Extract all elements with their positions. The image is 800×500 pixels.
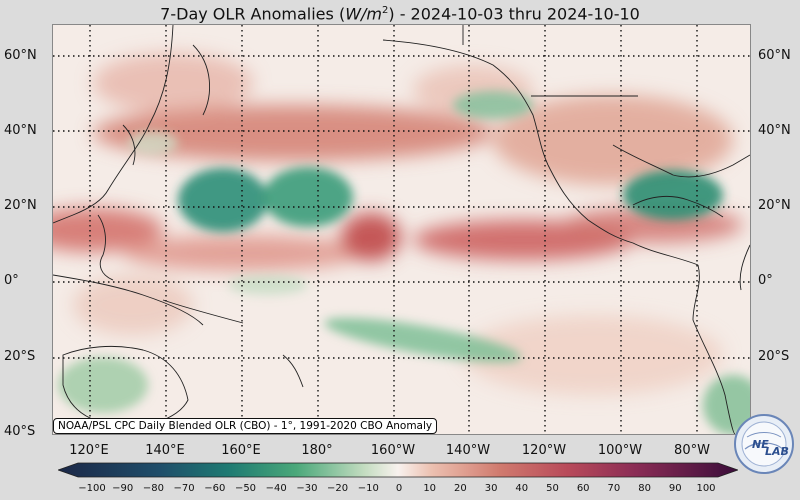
lat-label-20n-left: 20°N — [4, 198, 37, 213]
colorbar-tick-label: 100 — [696, 483, 716, 494]
colorbar-tick-label: 0 — [395, 483, 403, 494]
anomaly-south-pacific-negative — [324, 317, 522, 363]
philippines-coastline — [97, 214, 114, 281]
lon-label-100w: 100°W — [597, 443, 643, 458]
map-title: 7-Day OLR Anomalies (W/m2) - 2024-10-03 … — [160, 4, 640, 24]
anomaly-indonesia-positive — [73, 275, 193, 335]
lon-label-80w: 80°W — [674, 443, 710, 458]
negative-anomalies — [58, 91, 750, 434]
lat-label-40s-left: 40°S — [4, 424, 36, 439]
colorbar-tick-label: 50 — [546, 483, 559, 494]
colorbar-tick-label: 40 — [515, 483, 529, 494]
anomaly-southeast-pacific-positive — [463, 315, 723, 395]
colorbar-tick-label: 60 — [576, 483, 590, 494]
lat-label-20s-left: 20°S — [4, 349, 36, 364]
indonesia-coastline — [53, 274, 204, 326]
new-guinea-coastline — [162, 299, 244, 324]
alaska-coastline — [382, 39, 549, 166]
lat-label-60n-right: 60°N — [758, 48, 791, 63]
colorbar-gradient — [58, 462, 738, 478]
japan-coastline — [122, 124, 136, 166]
asia-coastline — [53, 25, 174, 224]
lon-label-160w: 160°W — [370, 443, 416, 458]
colorbar-tick-label: −50 — [234, 483, 257, 494]
south-america-coastline — [692, 264, 736, 434]
lat-label-20n-right: 20°N — [758, 198, 791, 213]
lon-label-160e: 160°E — [221, 443, 261, 458]
colorbar-tick-label: 70 — [607, 483, 621, 494]
lat-label-20s-right: 20°S — [758, 349, 790, 364]
anomaly-west-pacific-negative-b — [263, 167, 353, 227]
anomaly-equatorial-negative — [228, 275, 308, 295]
new-zealand-coastline — [282, 354, 304, 388]
lat-label-60n-left: 60°N — [4, 48, 37, 63]
anomaly-tropical-band — [123, 235, 363, 271]
australia-coastline — [62, 345, 189, 427]
data-source-credit: NOAA/PSL CPC Daily Blended OLR (CBO) - 1… — [53, 418, 438, 434]
lon-label-140e: 140°E — [145, 443, 185, 458]
colorbar — [58, 462, 738, 478]
logo-text-left: NE — [752, 438, 769, 451]
colorbar-tick-label: −60 — [204, 483, 226, 494]
anomaly-west-pacific-negative-a — [178, 168, 268, 232]
anomaly-asia-positive — [93, 53, 253, 113]
anomaly-north-america-positive — [493, 95, 733, 185]
anomaly-west-tropical-positive — [53, 208, 163, 252]
lon-label-120w: 120°W — [521, 443, 567, 458]
graticule — [53, 25, 750, 434]
anomaly-gulf-alaska-negative — [453, 91, 533, 119]
mexico-coastline — [547, 164, 699, 266]
map-canvas — [53, 25, 750, 434]
lon-label-120e: 120°E — [69, 443, 109, 458]
colorbar-tick-label: 90 — [668, 483, 682, 494]
anomaly-gulf-mexico-negative — [623, 170, 723, 220]
anomaly-china-negative — [128, 131, 178, 155]
north-america-coastline — [612, 144, 750, 178]
kamchatka-coastline — [192, 44, 210, 116]
nevlab-logo: NE LAB — [734, 414, 794, 474]
colorbar-tick-label: 80 — [638, 483, 651, 494]
anomaly-north-pacific-positive — [93, 105, 493, 161]
colorbar-tick-label: −100 — [78, 483, 106, 494]
colorbar-tick-label: −10 — [357, 483, 379, 494]
anomaly-dateline-positive — [341, 213, 401, 261]
colorbar-tick-label: −30 — [296, 483, 318, 494]
colorbar-tick-label: 20 — [454, 483, 467, 494]
colorbar-tick-label: 10 — [423, 483, 437, 494]
lat-label-40n-left: 40°N — [4, 123, 37, 138]
logo-text-right: LAB — [765, 445, 789, 458]
lat-label-eq-left: 0° — [4, 273, 19, 288]
lon-label-140w: 140°W — [445, 443, 491, 458]
anomaly-australia-negative — [58, 357, 148, 413]
brazil-coastline — [739, 244, 750, 291]
lat-label-40n-right: 40°N — [758, 123, 791, 138]
gulf-coastline — [632, 195, 724, 218]
olr-anomaly-map — [52, 24, 751, 435]
colorbar-tick-label: −80 — [142, 483, 164, 494]
coastlines — [53, 25, 750, 434]
colorbar-tick-label: −90 — [112, 483, 134, 494]
colorbar-tick-label: −40 — [265, 483, 287, 494]
colorbar-tick-label: −70 — [173, 483, 195, 494]
colorbar-tick-label: −20 — [327, 483, 349, 494]
lat-label-eq-right: 0° — [758, 273, 773, 288]
colorbar-tick-label: 30 — [484, 483, 498, 494]
lon-label-180: 180° — [301, 443, 333, 458]
